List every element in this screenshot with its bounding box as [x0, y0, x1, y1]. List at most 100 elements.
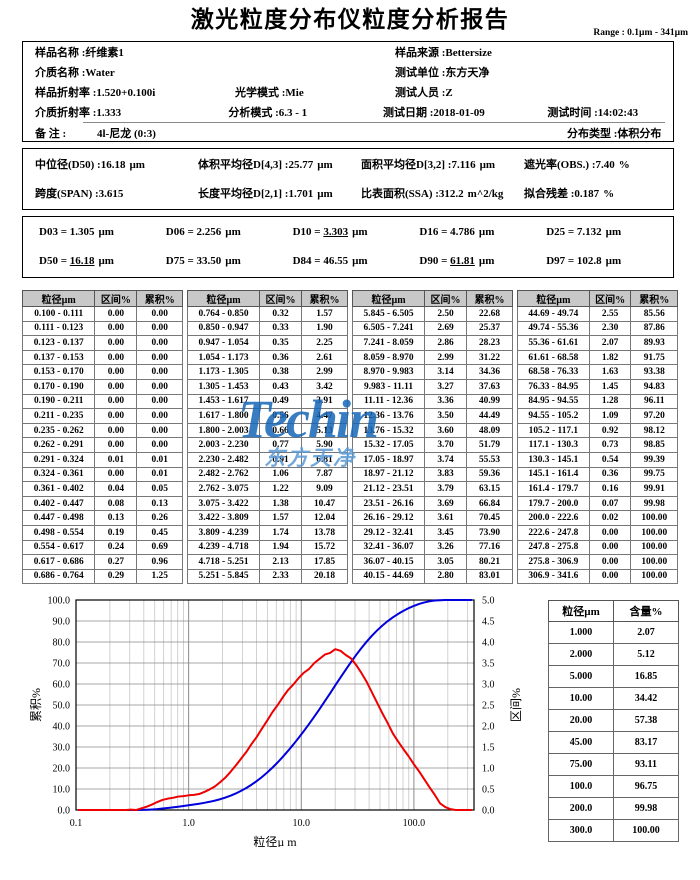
table-cell: 0.02	[588, 510, 632, 526]
table-row: 0.190 - 0.211 0.00 0.00	[21, 393, 183, 410]
x-axis-tick-label: 0.1	[70, 818, 83, 829]
table-row: 0.361 - 0.402 0.04 0.05	[21, 481, 183, 497]
table-cell: 2.230 - 2.482	[186, 451, 261, 468]
table-cell: 83.01	[465, 568, 514, 585]
d43-value: 25.77	[288, 159, 314, 171]
summary-cell: 2.000	[548, 643, 614, 666]
y-axis-title: 累积%	[29, 688, 43, 722]
summary-table: 粒径µm 含量% 1.000 2.07 2.000 5.12 5.000 16.85 10.0…	[548, 600, 679, 842]
table-cell: 48.09	[465, 422, 514, 439]
table-cell: 2.07	[588, 335, 632, 351]
table-row: 105.2 - 117.1 0.92 98.12	[517, 422, 678, 439]
sample-source-label: 样品来源 :	[395, 47, 446, 59]
table-row: 5.845 - 6.505 2.50 22.68	[351, 306, 514, 322]
table-row: 161.4 - 179.7 0.16 99.91	[517, 481, 678, 497]
test-unit-value: 东方天净	[445, 67, 490, 79]
y-axis-tick-label: 100.0	[48, 596, 71, 607]
summary-row: 300.0 100.00	[548, 819, 679, 842]
x-axis-tick-label: 10.0	[293, 818, 311, 829]
percentile-label: D50 =	[39, 255, 70, 267]
table-row: 17.05 - 18.97 3.74 55.53	[351, 451, 514, 468]
table-cell: 1.305 - 1.453	[186, 378, 261, 395]
sample-name-label: 样品名称 :	[35, 47, 86, 59]
percentile-value: 33.50	[196, 255, 222, 267]
column-header-1: 区间%	[94, 290, 138, 307]
table-row: 0.100 - 0.111 0.00 0.00	[21, 306, 183, 322]
table-cell: 275.8 - 306.9	[517, 554, 590, 570]
table-cell: 0.00	[588, 524, 632, 541]
table-cell: 0.00	[136, 320, 183, 337]
residual-unit: %	[603, 188, 615, 200]
table-row: 306.9 - 341.6 0.00 100.00	[517, 568, 678, 585]
table-row: 84.95 - 94.55 1.28 96.11	[517, 393, 678, 410]
table-cell: 0.00	[588, 554, 632, 570]
summary-cell: 100.0	[548, 775, 614, 798]
summary-row: 2.000 5.12	[548, 643, 679, 666]
sample-source-value: Bettersize	[445, 47, 492, 59]
summary-row: 5.000 16.85	[548, 665, 679, 688]
table-row: 0.111 - 0.123 0.00 0.00	[21, 320, 183, 337]
table-row: 247.8 - 275.8 0.00 100.00	[517, 539, 678, 556]
table-cell: 0.00	[136, 335, 183, 351]
table-cell: 63.15	[465, 481, 514, 497]
d21-label: 长度平均径D[2,1] :	[198, 188, 289, 200]
obs-value: 7.40	[595, 159, 615, 171]
table-row: 36.07 - 40.15 3.05 80.21	[351, 554, 514, 570]
summary-cell: 45.00	[548, 731, 614, 754]
table-cell: 99.91	[630, 481, 678, 497]
summary-cell: 57.38	[613, 709, 679, 732]
table-cell: 0.01	[136, 451, 183, 468]
dist-type-value: 体积分布	[617, 127, 662, 140]
table-cell: 3.422 - 3.809	[186, 510, 261, 526]
table-cell: 11.11 - 12.36	[351, 393, 426, 410]
percentile-value: 61.81	[450, 255, 475, 267]
summary-header-row: 粒径µm 含量%	[548, 600, 679, 622]
table-cell: 20.18	[300, 568, 349, 585]
table-cell: 87.86	[630, 320, 678, 337]
summary-cell: 1.000	[548, 621, 614, 644]
table-cell: 2.003 - 2.230	[186, 437, 261, 453]
table-cell: 59.36	[465, 466, 514, 483]
table-cell: 21.12 - 23.51	[351, 481, 426, 497]
table-cell: 0.00	[94, 393, 138, 410]
table-row: 200.0 - 222.6 0.02 100.00	[517, 510, 678, 526]
summary-cell: 83.17	[613, 731, 679, 754]
percentile-label: D16 =	[419, 226, 451, 238]
table-row: 0.262 - 0.291 0.00 0.00	[21, 437, 183, 453]
table-cell: 8.059 - 8.970	[351, 349, 426, 366]
table-cell: 3.14	[424, 364, 467, 380]
table-cell: 100.00	[630, 539, 678, 556]
table-row: 18.97 - 21.12 3.83 59.36	[351, 466, 514, 483]
y2-axis-tick-label: 2.0	[482, 722, 495, 733]
table-row: 2.482 - 2.762 1.06 7.87	[186, 466, 349, 483]
table-cell: 0.447 - 0.498	[21, 510, 96, 526]
summary-cell: 100.00	[613, 819, 679, 842]
table-cell: 0.291 - 0.324	[21, 451, 96, 468]
summary-row: 200.0 99.98	[548, 797, 679, 820]
table-cell: 0.00	[94, 422, 138, 439]
table-cell: 0.56	[259, 408, 302, 424]
table-cell: 0.91	[259, 451, 302, 468]
sample-ri-value: 1.520+0.100i	[96, 87, 156, 99]
table-cell: 1.82	[588, 349, 632, 366]
table-cell: 55.36 - 61.61	[517, 335, 590, 351]
percentile-box: D03 = 1.305 µm D06 = 2.256 µm D10 = 3.303 µm D…	[22, 216, 674, 278]
summary-cell: 10.00	[548, 687, 614, 710]
column-header-1: 区间%	[259, 290, 302, 307]
table-cell: 2.25	[300, 335, 349, 351]
table-cell: 0.190 - 0.211	[21, 393, 96, 410]
y-axis-tick-label: 90.0	[53, 617, 71, 628]
table-cell: 5.251 - 5.845	[186, 568, 261, 585]
d50-value: 16.18	[100, 159, 126, 171]
summary-row: 100.0 96.75	[548, 775, 679, 798]
table-cell: 2.55	[588, 306, 632, 322]
table-cell: 99.39	[630, 451, 678, 468]
table-row: 0.764 - 0.850 0.32 1.57	[186, 306, 349, 322]
table-cell: 306.9 - 341.6	[517, 568, 590, 585]
table-row: 1.054 - 1.173 0.36 2.61	[186, 349, 349, 366]
table-cell: 18.97 - 21.12	[351, 466, 426, 483]
percentile-label: D84 =	[292, 255, 324, 267]
table-cell: 0.35	[259, 335, 302, 351]
table-cell: 2.30	[588, 320, 632, 337]
summary-cell: 2.07	[613, 621, 679, 644]
